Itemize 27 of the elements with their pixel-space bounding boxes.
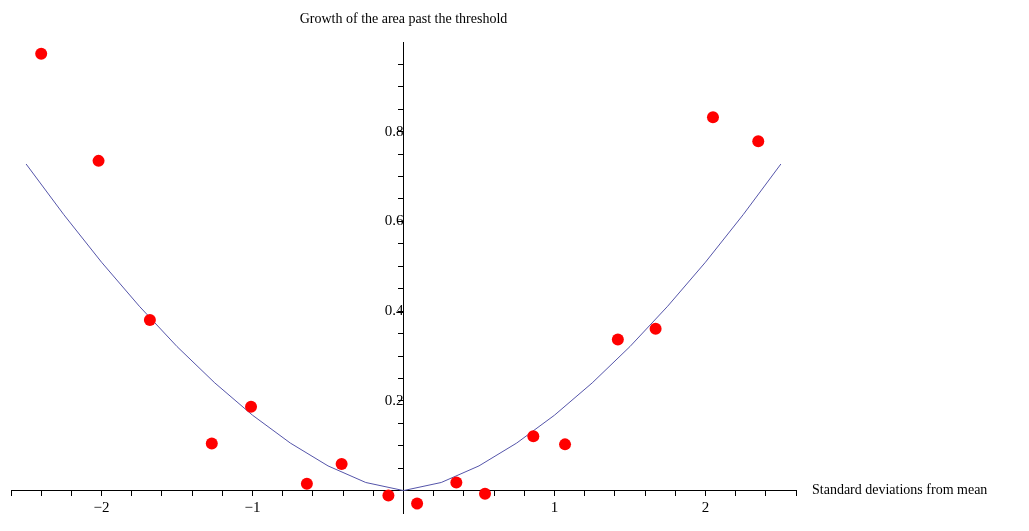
x-tick-label: 2 (701, 498, 710, 515)
point (527, 430, 540, 443)
x-axis-title: Standard deviations from mean (812, 482, 988, 498)
point (245, 400, 258, 413)
point (143, 314, 156, 327)
point (706, 111, 719, 124)
point (752, 135, 765, 148)
point (205, 437, 218, 450)
y-tick-label: 0.6 (384, 212, 404, 229)
x-tick-label: 1 (550, 498, 559, 515)
point (335, 458, 348, 471)
y-tick-label: 0.4 (384, 302, 404, 319)
point (35, 47, 48, 60)
point (450, 476, 463, 489)
point (611, 333, 624, 346)
y-tick-label: 0.2 (384, 391, 404, 408)
y-axis-title: Growth of the area past the threshold (299, 10, 508, 26)
point (649, 322, 662, 335)
point (411, 497, 424, 510)
y-tick-label: 0.8 (384, 122, 404, 139)
x-tick-label: −2 (93, 498, 110, 515)
point (300, 477, 313, 490)
point (382, 489, 395, 502)
x-tick-label: −1 (244, 498, 261, 515)
point (92, 154, 105, 167)
point (479, 487, 492, 500)
point (559, 438, 572, 451)
